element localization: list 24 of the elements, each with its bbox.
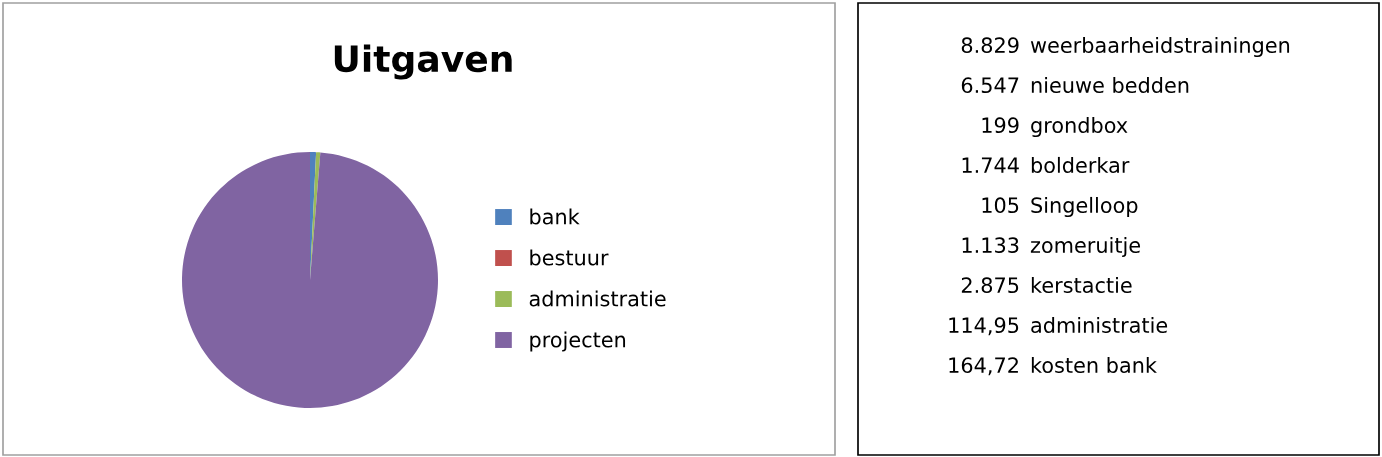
text: zomeruitje xyxy=(1030,236,1141,258)
legend-label: bank xyxy=(530,208,580,225)
text: 1.744 xyxy=(962,157,1019,173)
text: 6.547 xyxy=(961,77,1019,94)
text: 2.875 xyxy=(961,277,1019,294)
text: 164,72 xyxy=(949,357,1018,376)
text: Singelloop xyxy=(1031,196,1138,218)
text: administratie xyxy=(1031,316,1168,334)
text: nieuwe bedden xyxy=(1031,76,1189,94)
text: 105 xyxy=(982,197,1019,214)
pie-slice xyxy=(182,152,438,408)
text: kosten bank xyxy=(1031,356,1157,374)
text: 114,95 xyxy=(949,317,1019,336)
text: 199 xyxy=(982,117,1019,134)
legend-label: bestuur xyxy=(530,249,609,266)
text: 1.133 xyxy=(962,237,1019,254)
legend-label: administratie xyxy=(529,290,666,307)
text: kerstactie xyxy=(1031,276,1132,294)
text: bolderkar xyxy=(1031,156,1130,174)
chart-title: Uitgaven xyxy=(334,44,512,80)
text: grondbox xyxy=(1031,116,1128,138)
text: 8.829 xyxy=(961,37,1019,54)
legend-label: projecten xyxy=(530,331,626,352)
text: weerbaarheidstrainingen xyxy=(1030,36,1290,58)
